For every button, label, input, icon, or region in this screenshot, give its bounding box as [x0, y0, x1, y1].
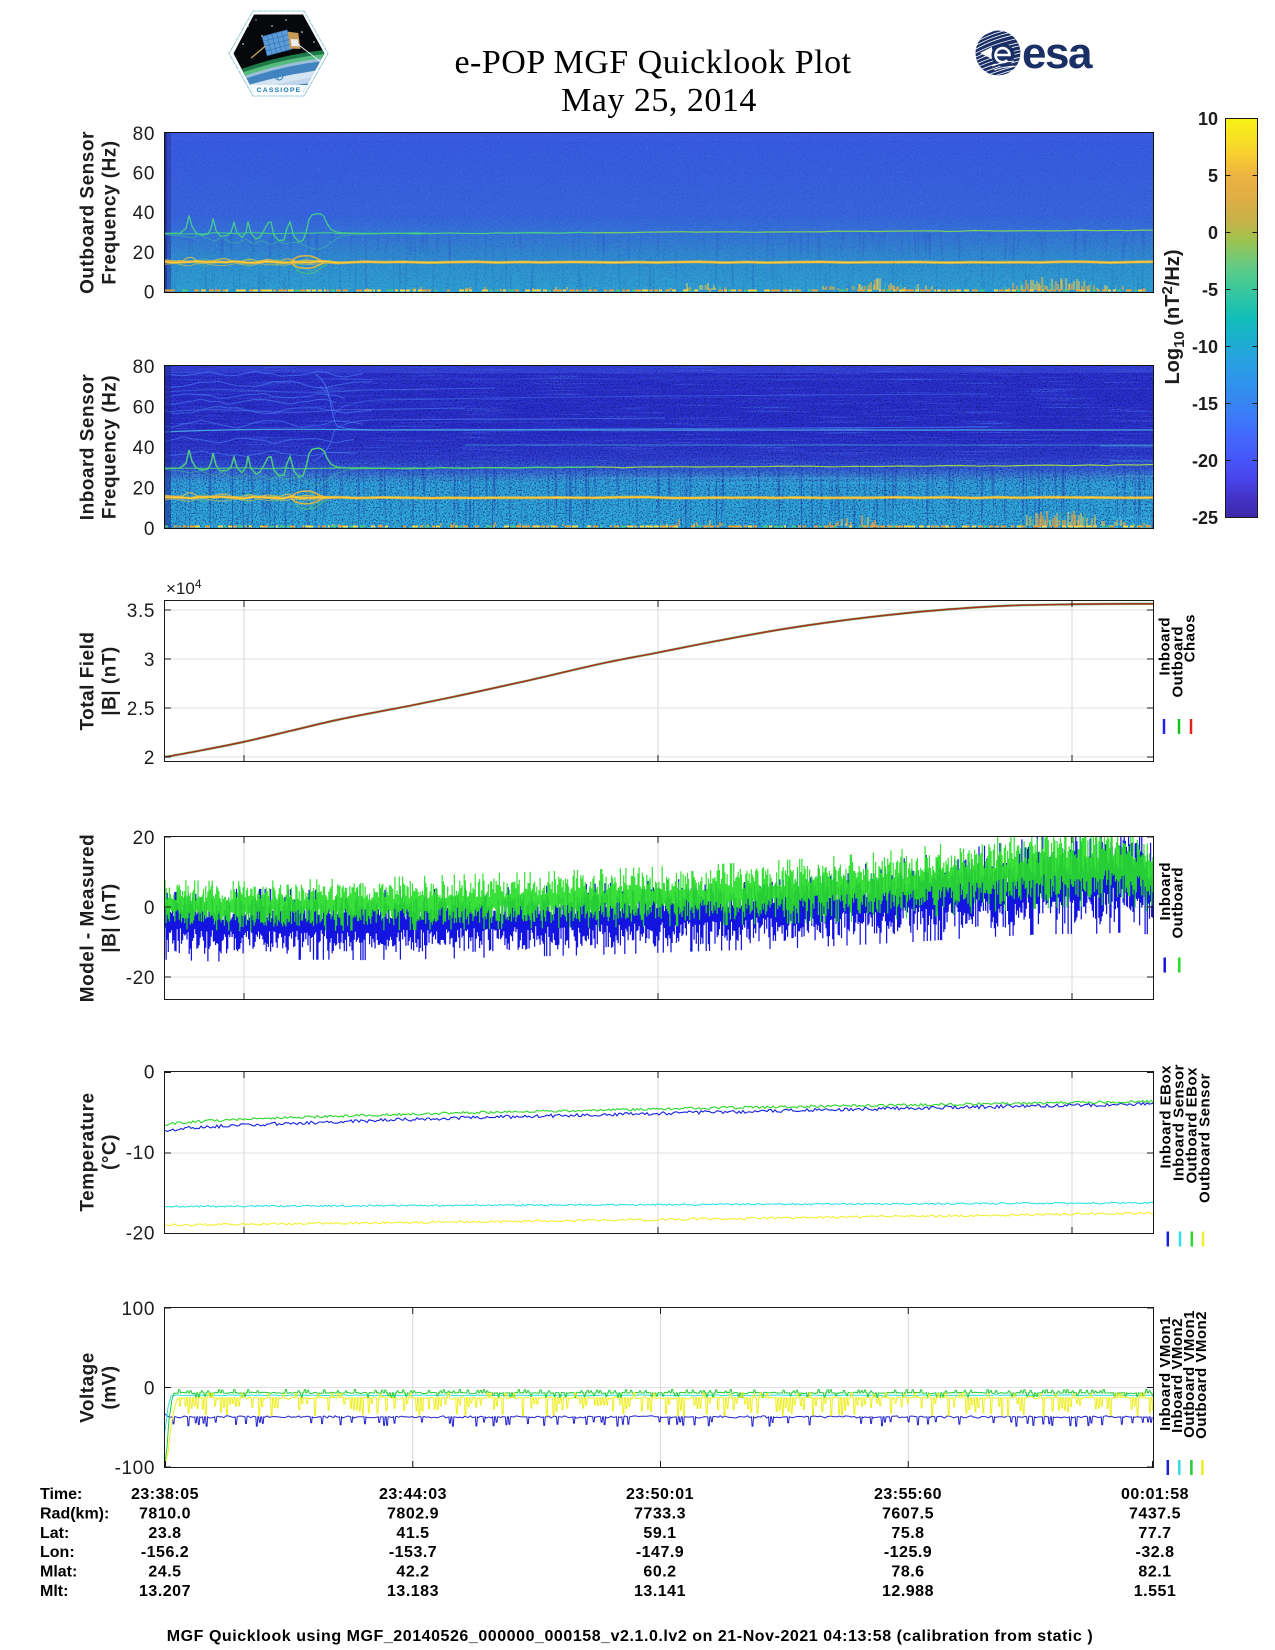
svg-text:0: 0 — [144, 1378, 155, 1399]
svg-text:May 25, 2014: May 25, 2014 — [561, 82, 757, 119]
svg-text:|B| (nT): |B| (nT) — [100, 646, 121, 716]
svg-text:13.183: 13.183 — [387, 1583, 439, 1600]
svg-text:7733.3: 7733.3 — [634, 1505, 686, 1522]
svg-text:Time:: Time: — [40, 1486, 82, 1503]
svg-text:e-POP MGF Quicklook Plot: e-POP MGF Quicklook Plot — [454, 44, 851, 81]
svg-text:Outboard: Outboard — [1170, 626, 1187, 698]
svg-text:-32.8: -32.8 — [1136, 1544, 1175, 1561]
svg-text:42.2: 42.2 — [396, 1564, 429, 1581]
svg-text:-20: -20 — [126, 968, 155, 989]
svg-text:1.551: 1.551 — [1134, 1583, 1177, 1600]
svg-text:Lat:: Lat: — [40, 1525, 69, 1542]
svg-text:Outboard VMon1: Outboard VMon1 — [1181, 1310, 1198, 1438]
svg-text:-25: -25 — [1192, 508, 1218, 528]
svg-text:Mlat:: Mlat: — [40, 1564, 77, 1581]
svg-text:Outboard: Outboard — [1170, 867, 1187, 939]
svg-text:13.207: 13.207 — [139, 1583, 191, 1600]
svg-text:23:50:01: 23:50:01 — [626, 1486, 694, 1503]
svg-text:0: 0 — [144, 898, 155, 919]
svg-text:23:38:05: 23:38:05 — [131, 1486, 199, 1503]
svg-text:Outboard EBox: Outboard EBox — [1184, 1067, 1201, 1184]
svg-text:7437.5: 7437.5 — [1129, 1505, 1181, 1522]
svg-text:Rad(km):: Rad(km): — [40, 1505, 109, 1522]
svg-text:(°C): (°C) — [100, 1134, 121, 1170]
svg-text:Outboard Sensor: Outboard Sensor — [1197, 1073, 1214, 1203]
svg-text:Inboard Sensor: Inboard Sensor — [1171, 1064, 1188, 1181]
svg-text:0: 0 — [144, 1062, 155, 1083]
svg-text:80: 80 — [133, 357, 155, 378]
svg-text:Mlt:: Mlt: — [40, 1583, 68, 1600]
svg-text:12.988: 12.988 — [882, 1583, 934, 1600]
svg-text:40: 40 — [133, 203, 155, 224]
svg-text:Outboard VMon2: Outboard VMon2 — [1193, 1311, 1210, 1439]
svg-text:23.8: 23.8 — [148, 1525, 181, 1542]
svg-text:esa: esa — [1022, 29, 1093, 78]
svg-text:60: 60 — [133, 397, 155, 418]
svg-text:23:55:60: 23:55:60 — [874, 1486, 942, 1503]
svg-text:|B| (nT): |B| (nT) — [100, 883, 121, 953]
svg-text:41.5: 41.5 — [396, 1525, 429, 1542]
svg-text:13.141: 13.141 — [634, 1583, 686, 1600]
svg-text:23:44:03: 23:44:03 — [379, 1486, 447, 1503]
svg-text:78.6: 78.6 — [891, 1564, 924, 1581]
svg-text:Temperature: Temperature — [78, 1092, 99, 1211]
svg-text:Model - Measured: Model - Measured — [78, 834, 99, 1002]
svg-text:0: 0 — [144, 283, 155, 304]
svg-text:Inboard VMon2: Inboard VMon2 — [1169, 1318, 1186, 1433]
svg-text:00:01:58: 00:01:58 — [1121, 1486, 1189, 1503]
svg-text:20: 20 — [133, 243, 155, 264]
svg-text:20: 20 — [133, 828, 155, 849]
svg-text:-20: -20 — [126, 1223, 155, 1244]
svg-text:-20: -20 — [1192, 451, 1218, 471]
svg-text:5: 5 — [1208, 166, 1218, 186]
svg-text:-125.9: -125.9 — [884, 1544, 932, 1561]
svg-text:24.5: 24.5 — [148, 1564, 181, 1581]
svg-text:-10: -10 — [126, 1143, 155, 1164]
svg-text:-5: -5 — [1202, 280, 1218, 300]
svg-text:Frequency (Hz): Frequency (Hz) — [100, 140, 121, 284]
svg-text:(mV): (mV) — [100, 1365, 121, 1409]
svg-text:0: 0 — [1208, 223, 1218, 243]
svg-text:Inboard EBox: Inboard EBox — [1158, 1065, 1175, 1169]
svg-text:Inboard: Inboard — [1157, 862, 1174, 921]
svg-text:7810.0: 7810.0 — [139, 1505, 191, 1522]
svg-text:Chaos: Chaos — [1182, 614, 1199, 662]
svg-text:-15: -15 — [1192, 394, 1218, 414]
svg-text:×104: ×104 — [166, 577, 202, 598]
svg-text:59.1: 59.1 — [643, 1525, 676, 1542]
svg-text:Frequency (Hz): Frequency (Hz) — [100, 375, 121, 519]
svg-text:-156.2: -156.2 — [141, 1544, 189, 1561]
svg-text:Inboard: Inboard — [1157, 617, 1174, 676]
svg-text:-147.9: -147.9 — [636, 1544, 684, 1561]
svg-text:Total Field: Total Field — [78, 631, 99, 730]
svg-text:Inboard Sensor: Inboard Sensor — [78, 374, 99, 520]
svg-text:10: 10 — [1198, 109, 1218, 129]
svg-text:7802.9: 7802.9 — [387, 1505, 439, 1522]
svg-text:20: 20 — [133, 478, 155, 499]
svg-text:100: 100 — [121, 1299, 155, 1320]
svg-text:Inboard VMon1: Inboard VMon1 — [1157, 1316, 1174, 1431]
svg-text:2: 2 — [144, 748, 155, 769]
svg-text:82.1: 82.1 — [1138, 1564, 1171, 1581]
svg-text:MGF Quicklook using MGF_201405: MGF Quicklook using MGF_20140526_000000_… — [167, 1628, 1093, 1645]
svg-text:Log10 (nT2/Hz): Log10 (nT2/Hz) — [1159, 249, 1188, 384]
svg-text:75.8: 75.8 — [891, 1525, 924, 1542]
svg-text:Lon:: Lon: — [40, 1544, 75, 1561]
svg-text:7607.5: 7607.5 — [882, 1505, 934, 1522]
svg-text:80: 80 — [133, 124, 155, 145]
svg-text:77.7: 77.7 — [1138, 1525, 1171, 1542]
svg-text:Outboard Sensor: Outboard Sensor — [78, 131, 99, 294]
svg-text:-153.7: -153.7 — [389, 1544, 437, 1561]
svg-text:40: 40 — [133, 438, 155, 459]
svg-text:3: 3 — [144, 650, 155, 671]
svg-text:Voltage: Voltage — [78, 1352, 99, 1423]
svg-text:-10: -10 — [1192, 337, 1218, 357]
svg-text:-100: -100 — [115, 1458, 155, 1479]
svg-text:3.5: 3.5 — [127, 601, 155, 622]
svg-text:60.2: 60.2 — [643, 1564, 676, 1581]
svg-text:60: 60 — [133, 164, 155, 185]
svg-text:0: 0 — [144, 519, 155, 540]
svg-text:2.5: 2.5 — [127, 699, 155, 720]
svg-text:CASSIOPE: CASSIOPE — [257, 87, 302, 94]
